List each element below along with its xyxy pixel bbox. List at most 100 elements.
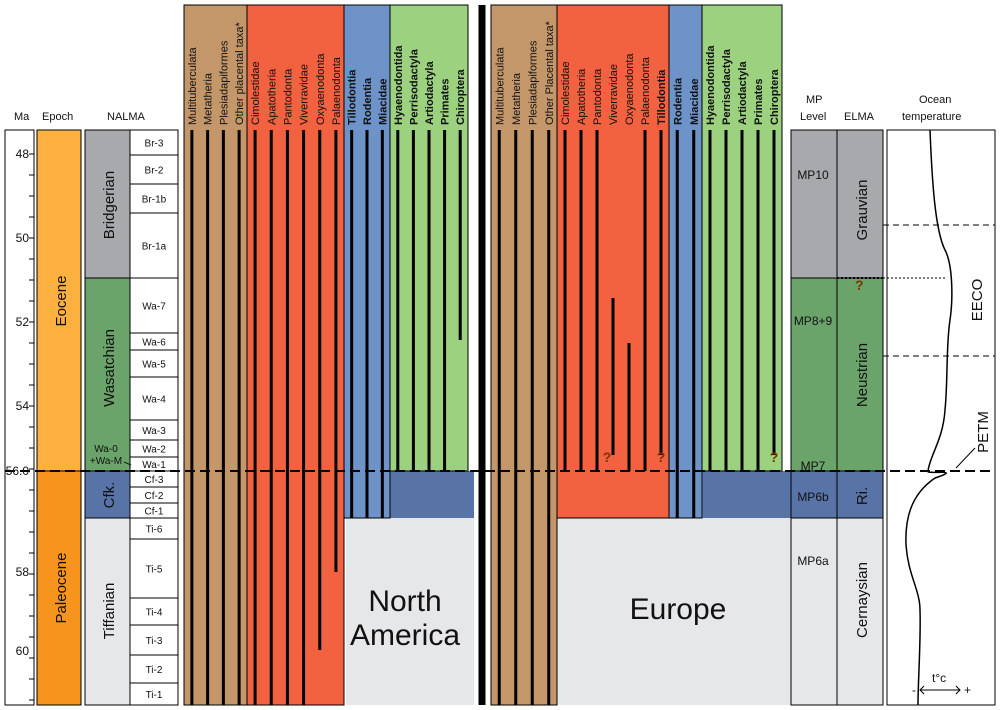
eu-taxon-label: Oxyaenodonta	[624, 53, 636, 125]
nalma-substage-label: Ti-3	[146, 636, 163, 647]
nalma-substage-cell	[129, 349, 179, 378]
na-taxon-label: Primates	[440, 79, 452, 125]
eu-taxon-label: Viverravidae	[608, 64, 620, 125]
wam-label: +Wa-M	[90, 456, 122, 467]
nalma-substage-label: Wa-7	[142, 302, 166, 313]
age-tick-label: 48	[16, 147, 30, 161]
nalma-substage-label: Wa-1	[142, 460, 166, 471]
mp-level-cell	[790, 277, 838, 472]
eu-taxon-label: Miacidae	[689, 79, 701, 125]
nalma-wasatchian-label: Wasatchian	[101, 329, 118, 407]
north-america-label-1: North	[368, 585, 441, 618]
header-ma: Ma	[14, 111, 30, 123]
europe-label: Europe	[630, 593, 727, 626]
nalma-substage-label: Ti-1	[146, 690, 163, 701]
na-taxon-label: Hyaenodontida	[393, 45, 405, 125]
temp-double-arrow	[919, 685, 961, 695]
elma-grauvian: Grauvian	[854, 180, 871, 241]
eu-taxon-label: Metatheria	[511, 72, 523, 125]
nalma-substage-label: Wa-2	[142, 445, 166, 456]
petm-arrow	[955, 447, 976, 469]
elma-question-mark: ?	[855, 277, 864, 293]
ocean-temperature-curve	[905, 129, 953, 706]
header-epoch: Epoch	[42, 111, 73, 123]
na-group-0	[183, 4, 248, 706]
eu-taxon-label: Hyaenodontida	[705, 45, 717, 125]
nalma-substage-label: Wa-4	[142, 395, 166, 406]
wa0-label: Wa-0	[94, 444, 118, 455]
na-taxon-label: Artiodactyla	[424, 61, 436, 125]
eu-taxon-label: Other Placental taxa*	[544, 20, 556, 125]
mp-level-mp8-9: MP8+9	[794, 314, 833, 328]
eu-taxon-label: Pantodonta	[592, 68, 604, 125]
north-america-label-2: America	[350, 619, 460, 652]
eu-taxon-label: Tillodontia	[656, 69, 668, 125]
mp-level-cell	[790, 129, 838, 279]
ocean-temperature-box	[886, 129, 996, 706]
nalma-substage-cell	[129, 538, 179, 599]
age-tick-label: 60	[16, 644, 30, 658]
nalma-substage-cell	[129, 376, 179, 421]
eu-group-2	[668, 4, 703, 519]
nalma-substage-label: Br-1b	[142, 195, 167, 206]
na-taxon-label: Chiroptera	[455, 69, 467, 126]
header-ocean-2: temperature	[902, 111, 961, 123]
na-taxon-label: Miacidae	[377, 79, 389, 125]
petm-label: PETM	[975, 411, 992, 453]
header-mp-1: MP	[806, 94, 823, 106]
elma-cernaysian: Cernaysian	[854, 562, 871, 638]
age-tick-label: 52	[16, 315, 30, 329]
nalma-substage-cell	[129, 654, 179, 684]
wa0-pointer	[123, 461, 132, 466]
elma-ri: Ri.	[854, 487, 871, 505]
age-tick-label: 54	[16, 399, 30, 413]
age-tick-label: 58	[16, 565, 30, 579]
eu-taxon-label: Plesiadapiformes	[527, 40, 539, 125]
na-taxon-label: Perrisodactyla	[408, 48, 420, 125]
elma-cell	[836, 129, 884, 279]
epoch-paleocene	[36, 470, 82, 706]
na-taxon-label: Viverravidae	[299, 64, 311, 125]
eu-taxon-label: Artiodactyla	[737, 61, 749, 125]
epoch-eocene-label: Eocene	[53, 276, 70, 327]
eu-taxon-label: Primates	[753, 79, 765, 125]
na-taxon-label: Oxyaenodonta	[315, 53, 327, 125]
na-taxon-label: Pantodonta	[282, 68, 294, 125]
mp-level-mp6a: MP6a	[797, 554, 829, 568]
nalma-substage-cell	[129, 624, 179, 656]
epoch-eocene	[36, 129, 82, 472]
temp-unit-label: t°c	[932, 671, 946, 685]
mp-level-mp10: MP10	[797, 168, 829, 182]
temp-minus-label: -	[912, 683, 916, 697]
header-elma: ELMA	[844, 111, 875, 123]
na-taxon-label: Apatotheria	[266, 68, 278, 125]
age-tick-label: 56.0	[6, 464, 30, 478]
epoch-paleocene-label: Paleocene	[53, 553, 70, 624]
elma-cell	[836, 277, 884, 472]
nalma-tiffanian	[84, 517, 131, 706]
age-tick-label: 50	[16, 231, 30, 245]
header-nalma: NALMA	[107, 111, 146, 123]
uncertain-question-mark: ?	[603, 449, 612, 465]
nalma-substage-cell	[129, 183, 179, 214]
nalma-substage-label: Wa-5	[142, 360, 166, 371]
mp-level-cell	[790, 517, 838, 706]
nalma-substage-label: Ti-6	[146, 525, 163, 536]
nalma-substage-cell	[129, 597, 179, 626]
nalma-substage-label: Cf-3	[145, 475, 164, 486]
eu-taxon-label: Multituberculata	[494, 46, 506, 125]
na-taxon-label: Metatheria	[203, 72, 215, 125]
na-taxon-label: Other placental taxa*	[234, 22, 246, 125]
elma-neustrian: Neustrian	[854, 343, 871, 407]
nalma-substage-label: Br-2	[145, 166, 164, 177]
temp-plus-label: +	[964, 683, 971, 697]
nalma-bridgerian	[84, 129, 131, 279]
eu-pale-band	[557, 518, 791, 705]
nalma-cfk-label: Cfk.	[101, 482, 118, 509]
na-taxon-label: Plesiadapiformes	[218, 40, 230, 125]
nalma-wasatchian	[84, 277, 131, 472]
nalma-substage-label: Br-1a	[142, 242, 167, 253]
na-group-1	[246, 4, 345, 706]
nalma-substage-label: Ti-2	[146, 665, 163, 676]
mp-level-mp6b: MP6b	[797, 490, 829, 504]
